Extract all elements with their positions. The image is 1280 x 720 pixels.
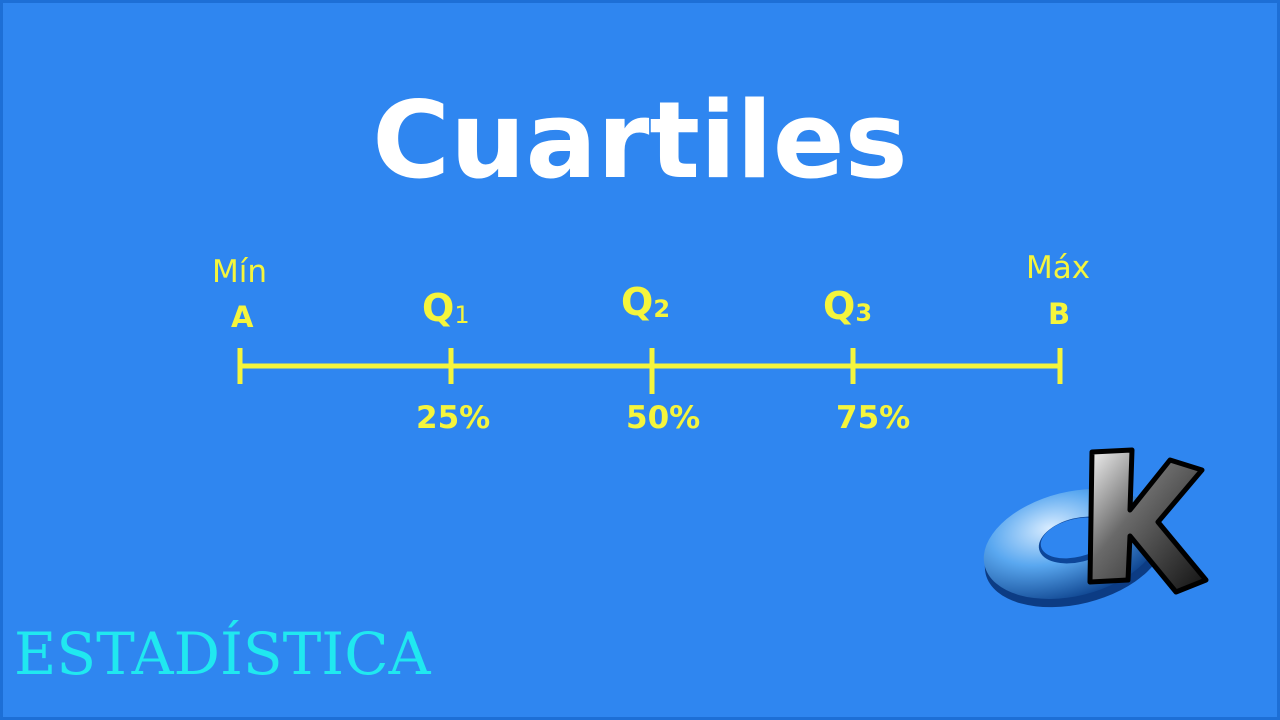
percent-label-q3: 75%: [836, 400, 911, 436]
quartile-index: 2: [653, 295, 671, 323]
min-caption: Mín: [212, 254, 268, 290]
quartile-label-3: Q3: [823, 284, 872, 328]
percent-label-q2: 50%: [626, 400, 701, 436]
max-caption: Máx: [1026, 250, 1091, 286]
quartile-letter: Q: [422, 286, 455, 330]
footer-subject: ESTADÍSTICA: [14, 620, 431, 688]
max-letter: B: [1048, 297, 1071, 331]
quartile-index: 1: [454, 301, 470, 329]
quartile-letter: Q: [823, 284, 856, 328]
page-title: Cuartiles: [372, 79, 908, 202]
min-letter: A: [231, 300, 254, 334]
quartile-letter: Q: [621, 280, 654, 324]
ring-k-logo-icon: [983, 447, 1209, 608]
quartile-label-1: Q1: [422, 286, 470, 330]
percent-label-q1: 25%: [416, 400, 491, 436]
quartile-index: 3: [855, 299, 873, 327]
quartile-label-2: Q2: [621, 280, 670, 324]
